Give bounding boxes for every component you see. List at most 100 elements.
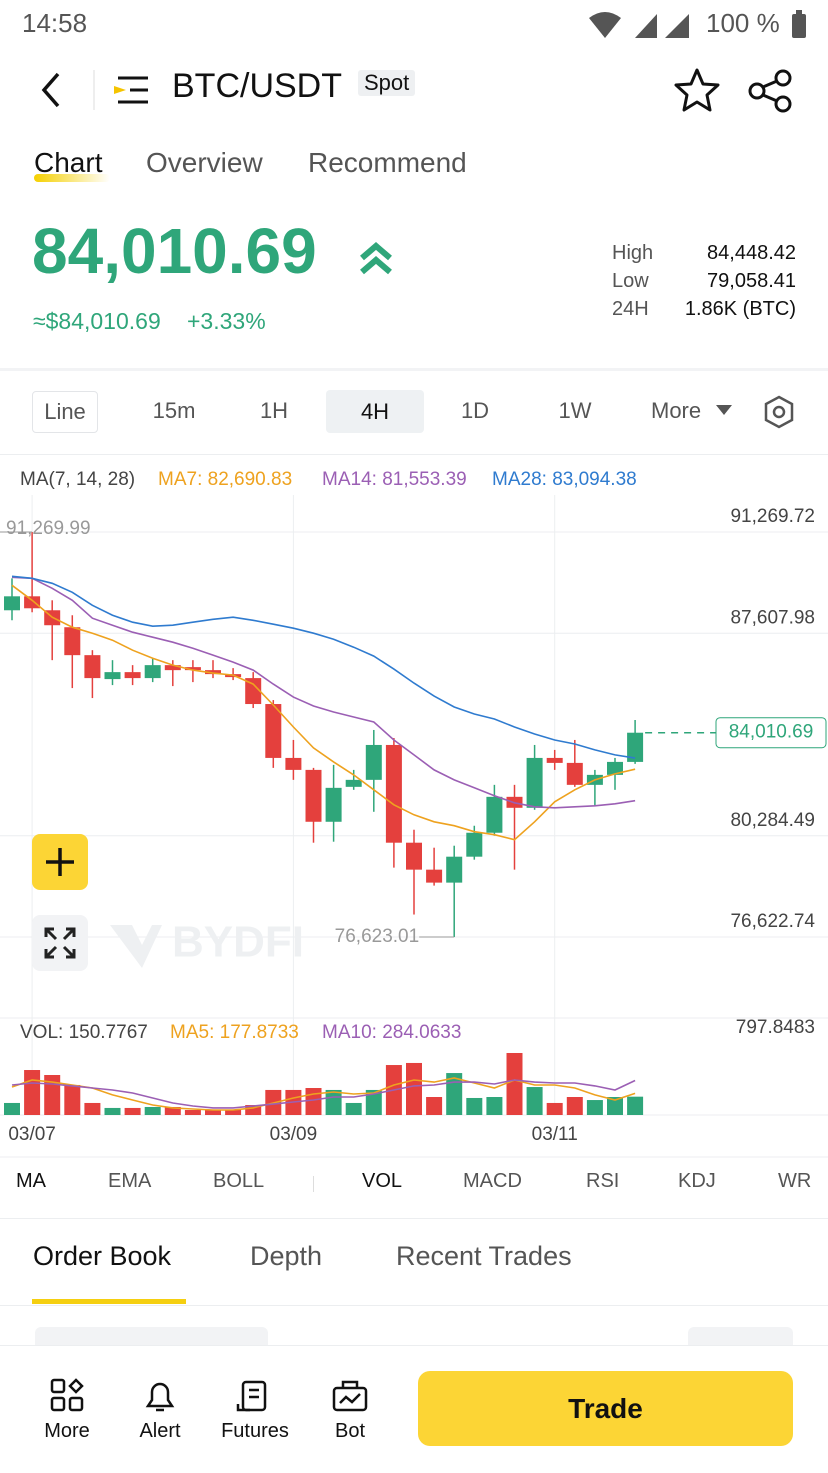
candle-body <box>526 757 543 808</box>
volume-bar <box>446 1073 463 1115</box>
tab[interactable]: Overview <box>146 147 263 178</box>
candle-body <box>104 672 121 680</box>
status-time: 14:58 <box>22 8 88 38</box>
add-button[interactable] <box>32 834 88 890</box>
candle-body <box>607 761 623 775</box>
order-tab-underline <box>32 1299 186 1304</box>
candlestick-chart: MA(7, 14, 28) MA7: 82,690.83 MA14: 81,55… <box>0 469 828 1158</box>
nav-label[interactable]: More <box>44 1420 90 1442</box>
x-tick-label: 03/09 <box>270 1124 318 1145</box>
nav-label[interactable]: Futures <box>221 1420 289 1442</box>
interval[interactable]: 1W <box>558 398 592 423</box>
order-tab[interactable]: Recent Trades <box>396 1241 572 1271</box>
trade-button[interactable]: Trade <box>418 1371 793 1446</box>
header-icons[interactable] <box>36 66 166 114</box>
ma-line <box>11 576 636 809</box>
settings-icon[interactable] <box>762 394 796 430</box>
tab-underline <box>34 174 110 182</box>
candle-body <box>4 596 20 611</box>
tab[interactable]: Recommend <box>308 147 467 178</box>
battery-icon <box>792 10 806 38</box>
indicator[interactable]: KDJ <box>678 1170 716 1192</box>
interval[interactable]: 1H <box>259 398 289 423</box>
interval[interactable]: 1D <box>460 398 490 423</box>
volume-bar <box>506 1052 523 1115</box>
volume-bar <box>426 1097 443 1115</box>
volume-bar <box>566 1097 583 1115</box>
volume-bar <box>64 1084 81 1115</box>
candle-body <box>124 672 141 679</box>
candle-body <box>144 665 161 679</box>
volume-bar <box>526 1087 543 1115</box>
stat-label: 24H <box>612 298 649 320</box>
volume-legend-title: VOL: 150.7767 <box>20 1022 148 1043</box>
last-price-label: 84,010.69 <box>729 722 814 743</box>
indicator[interactable]: MA <box>16 1170 46 1192</box>
last-price-tag <box>715 717 827 749</box>
volume-bar <box>184 1110 201 1115</box>
pair: BTC/USDT <box>172 67 342 105</box>
interval-active[interactable]: 4H <box>326 390 424 433</box>
indicator[interactable]: EMA <box>108 1170 152 1192</box>
tab[interactable]: Chart <box>34 147 103 178</box>
indicator[interactable]: VOL <box>362 1170 403 1192</box>
volume-bar <box>124 1107 141 1115</box>
volume-bar <box>225 1110 242 1115</box>
order-tab[interactable]: Order Book <box>33 1241 172 1271</box>
candle-body <box>426 869 443 883</box>
order-tab[interactable]: Depth <box>250 1241 323 1271</box>
volume-ma-line <box>11 1077 636 1111</box>
stat-value: 79,058.41 <box>707 270 796 292</box>
divider <box>0 1218 828 1219</box>
watermark-logo <box>110 925 162 968</box>
candle-body <box>64 627 81 656</box>
candle-body <box>446 856 463 883</box>
stat-value: 84,448.42 <box>707 242 796 264</box>
nav-label[interactable]: Bot <box>334 1420 366 1442</box>
nav-icons <box>50 1378 368 1412</box>
interval[interactable]: Line <box>32 391 98 433</box>
candle-body <box>345 779 362 787</box>
interval-more[interactable]: More <box>651 398 702 423</box>
candle-body <box>365 744 382 780</box>
indicator[interactable]: RSI <box>586 1170 620 1192</box>
volume-bar <box>586 1100 603 1115</box>
high-annotation: 91,269.99 <box>6 518 91 539</box>
watermark: BYDFI <box>172 918 304 967</box>
plus-icon <box>46 848 74 876</box>
volume-bar <box>466 1097 483 1115</box>
status-battery: 100 % <box>706 8 780 38</box>
market-badge: Spot <box>358 70 416 96</box>
indicator[interactable]: WR <box>778 1170 812 1192</box>
volume-ma-line <box>11 1079 636 1109</box>
candle-body <box>265 704 282 758</box>
candle-body <box>305 769 322 822</box>
candle-body <box>184 667 201 671</box>
volume-bar <box>406 1062 422 1115</box>
volume-bar <box>205 1110 221 1115</box>
up-chevrons <box>360 242 392 275</box>
nav-label[interactable]: Alert <box>139 1420 181 1442</box>
depth-toggle[interactable] <box>35 1327 268 1347</box>
interval[interactable]: 15m <box>152 398 196 423</box>
indicator[interactable]: BOLL <box>213 1170 265 1192</box>
candle-body <box>486 796 503 833</box>
indicator[interactable]: MACD <box>463 1170 522 1192</box>
volume-bar <box>164 1106 181 1115</box>
precision-select[interactable] <box>688 1327 793 1347</box>
status-icons <box>589 12 689 38</box>
fullscreen-button[interactable] <box>32 915 88 971</box>
candle-body <box>627 732 644 762</box>
candle-body <box>406 842 422 870</box>
divider <box>0 454 828 455</box>
divider <box>0 368 828 371</box>
volume-bar <box>627 1096 644 1115</box>
header-actions[interactable] <box>672 66 802 114</box>
stats-labels: High Low 24H <box>612 239 653 323</box>
volume-bar <box>104 1107 121 1115</box>
ma-line <box>11 584 636 841</box>
candle-body <box>245 678 262 705</box>
x-tick-label: 03/11 <box>532 1124 578 1145</box>
candle-body <box>325 787 342 822</box>
